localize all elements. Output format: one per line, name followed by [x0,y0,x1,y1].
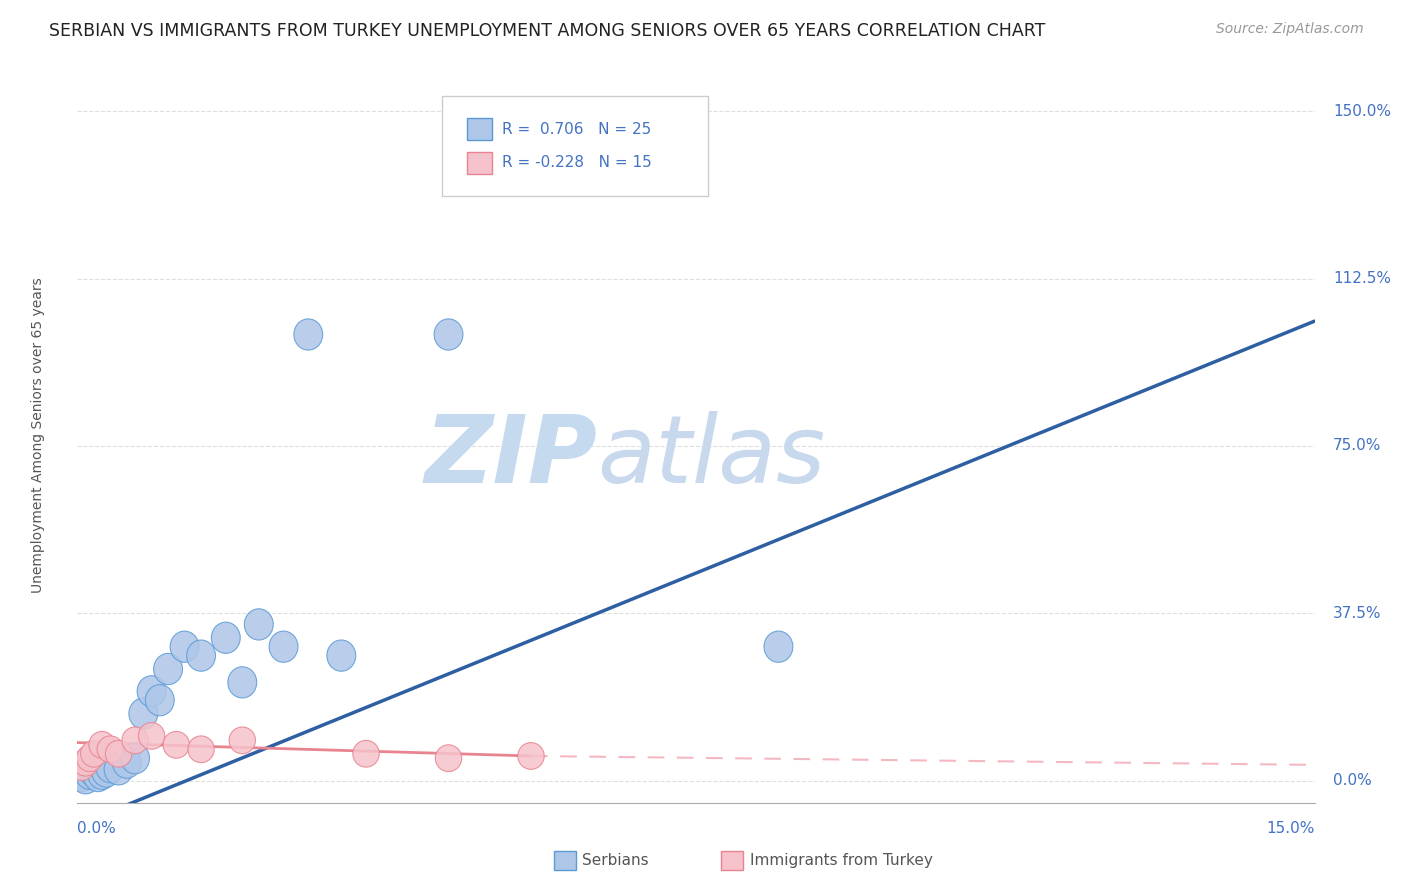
Ellipse shape [80,740,107,767]
Ellipse shape [153,653,183,685]
FancyBboxPatch shape [554,851,576,870]
Ellipse shape [97,736,124,763]
Ellipse shape [138,723,165,749]
Ellipse shape [112,747,141,778]
Text: 150.0%: 150.0% [1333,104,1391,119]
FancyBboxPatch shape [721,851,742,870]
Ellipse shape [294,318,323,350]
Ellipse shape [79,756,108,788]
FancyBboxPatch shape [467,119,492,140]
Ellipse shape [89,731,115,758]
Text: atlas: atlas [598,411,825,502]
Ellipse shape [434,318,463,350]
Ellipse shape [326,640,356,672]
Ellipse shape [122,727,148,754]
Ellipse shape [436,745,461,772]
Ellipse shape [72,763,100,794]
Text: R =  0.706   N = 25: R = 0.706 N = 25 [502,122,651,137]
Ellipse shape [353,740,380,767]
Ellipse shape [211,623,240,653]
Ellipse shape [67,760,96,792]
Text: 112.5%: 112.5% [1333,271,1391,286]
Text: 15.0%: 15.0% [1267,822,1315,836]
Ellipse shape [163,731,190,758]
Ellipse shape [76,758,104,789]
Text: 37.5%: 37.5% [1333,606,1382,621]
Text: R = -0.228   N = 15: R = -0.228 N = 15 [502,155,651,170]
Ellipse shape [83,760,112,792]
Ellipse shape [229,727,256,754]
Ellipse shape [96,751,125,783]
Ellipse shape [91,756,121,788]
FancyBboxPatch shape [443,96,709,195]
Ellipse shape [105,740,132,767]
Text: SERBIAN VS IMMIGRANTS FROM TURKEY UNEMPLOYMENT AMONG SENIORS OVER 65 YEARS CORRE: SERBIAN VS IMMIGRANTS FROM TURKEY UNEMPL… [49,22,1046,40]
Text: ZIP: ZIP [425,411,598,503]
Text: Unemployment Among Seniors over 65 years: Unemployment Among Seniors over 65 years [31,277,45,592]
Ellipse shape [104,754,134,785]
Ellipse shape [72,749,98,776]
Text: Source: ZipAtlas.com: Source: ZipAtlas.com [1216,22,1364,37]
Ellipse shape [87,758,117,789]
Ellipse shape [129,698,157,730]
Ellipse shape [76,745,103,772]
Ellipse shape [138,676,166,706]
Ellipse shape [187,640,215,672]
Ellipse shape [145,685,174,715]
Ellipse shape [121,742,149,774]
Text: 75.0%: 75.0% [1333,439,1382,453]
Ellipse shape [763,632,793,662]
Ellipse shape [69,754,94,780]
Ellipse shape [245,608,273,640]
Ellipse shape [517,742,544,769]
Text: 0.0%: 0.0% [1333,773,1372,788]
Ellipse shape [269,632,298,662]
FancyBboxPatch shape [467,152,492,174]
Ellipse shape [170,632,200,662]
Text: 0.0%: 0.0% [77,822,117,836]
Text: Immigrants from Turkey: Immigrants from Turkey [751,853,934,868]
Text: Serbians: Serbians [582,853,648,868]
Ellipse shape [228,667,257,698]
Ellipse shape [188,736,214,763]
